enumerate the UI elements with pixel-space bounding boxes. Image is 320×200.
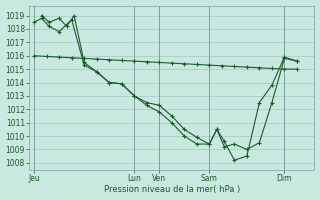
X-axis label: Pression niveau de la mer( hPa ): Pression niveau de la mer( hPa ) [104,185,240,194]
